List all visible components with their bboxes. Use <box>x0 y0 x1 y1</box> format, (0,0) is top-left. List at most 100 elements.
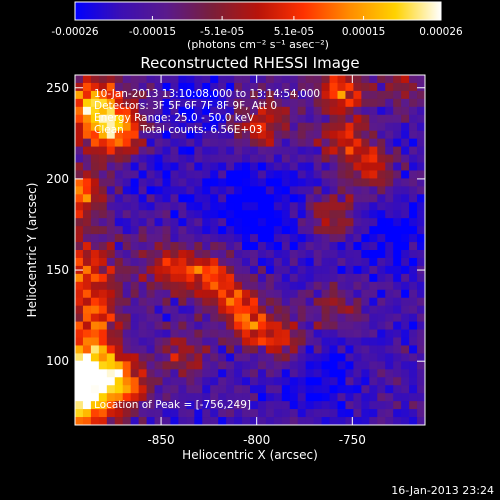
heatmap-cell <box>321 353 330 362</box>
heatmap-cell <box>146 170 155 179</box>
heatmap-cell <box>289 146 299 155</box>
heatmap-cell <box>82 417 92 425</box>
heatmap-cell <box>75 273 84 283</box>
heatmap-cell <box>138 122 147 132</box>
heatmap-cell <box>210 210 219 219</box>
heatmap-cell <box>162 146 171 155</box>
heatmap-cell <box>385 218 394 227</box>
heatmap-cell <box>122 257 132 267</box>
heatmap-cell <box>265 186 275 195</box>
heatmap-cell <box>75 321 84 330</box>
heatmap-cell <box>202 138 211 147</box>
heatmap-cell <box>234 385 243 394</box>
heatmap-cell <box>138 417 147 425</box>
heatmap-cell <box>305 337 315 346</box>
heatmap-cell <box>409 361 418 370</box>
heatmap-cell <box>305 417 315 425</box>
heatmap-cell <box>409 162 418 171</box>
heatmap-cell <box>75 178 84 187</box>
heatmap-cell <box>401 90 410 100</box>
heatmap-cell <box>202 186 211 195</box>
heatmap-cell <box>281 250 291 259</box>
heatmap-cell <box>162 257 171 267</box>
heatmap-cell <box>194 329 203 338</box>
heatmap-cell <box>257 226 267 235</box>
heatmap-cell <box>353 226 362 235</box>
heatmap-cell <box>194 337 203 346</box>
heatmap-cell <box>281 82 291 92</box>
heatmap-cell <box>154 162 163 171</box>
heatmap-cell <box>234 369 243 378</box>
heatmap-cell <box>154 337 163 346</box>
heatmap-cell <box>345 273 354 283</box>
heatmap-cell <box>82 353 92 362</box>
heatmap-cell <box>305 82 315 92</box>
heatmap-cell <box>114 297 124 307</box>
heatmap-cell <box>98 289 108 299</box>
heatmap-cell <box>257 297 267 307</box>
heatmap-cell <box>186 146 195 155</box>
heatmap-cell <box>234 289 243 299</box>
heatmap-cell <box>226 377 235 386</box>
heatmap-cell <box>242 401 251 410</box>
heatmap-cell <box>345 329 354 338</box>
heatmap-cell <box>265 98 275 108</box>
heatmap-cell <box>313 130 322 140</box>
heatmap-cell <box>361 138 370 147</box>
heatmap-cell <box>130 369 140 378</box>
heatmap-cell <box>257 146 267 155</box>
heatmap-cell <box>329 242 338 251</box>
heatmap-cell <box>202 289 211 299</box>
heatmap-cell <box>250 122 259 132</box>
heatmap-cell <box>297 393 307 402</box>
heatmap-cell <box>138 242 147 251</box>
heatmap-cell <box>321 218 330 227</box>
heatmap-cell <box>218 82 227 92</box>
heatmap-cell <box>393 353 402 362</box>
heatmap-cell <box>130 114 140 124</box>
heatmap-cell <box>138 281 147 291</box>
heatmap-cell <box>337 234 346 243</box>
heatmap-cell <box>186 417 195 425</box>
heatmap-cell <box>98 409 108 418</box>
heatmap-cell <box>106 226 116 235</box>
heatmap-cell <box>289 194 299 203</box>
heatmap-cell <box>250 90 259 100</box>
heatmap-cell <box>154 321 163 330</box>
heatmap-cell <box>130 257 140 267</box>
heatmap-cell <box>250 250 259 259</box>
heatmap-cell <box>218 186 227 195</box>
heatmap-cell <box>305 393 315 402</box>
heatmap-cell <box>377 178 386 187</box>
heatmap-cell <box>361 417 370 425</box>
heatmap-cell <box>162 321 171 330</box>
heatmap-cell <box>75 242 84 251</box>
heatmap-cell <box>106 114 116 124</box>
heatmap-cell <box>369 409 378 418</box>
heatmap-cell <box>337 194 346 203</box>
heatmap-cell <box>353 385 362 394</box>
heatmap-cell <box>289 114 299 124</box>
heatmap-cell <box>202 345 211 354</box>
heatmap-cell <box>257 114 267 124</box>
heatmap-cell <box>75 154 84 163</box>
heatmap-cell <box>313 321 322 330</box>
heatmap-cell <box>281 281 291 291</box>
heatmap-cell <box>265 242 275 251</box>
heatmap-cell <box>98 202 108 211</box>
heatmap-cell <box>353 154 362 163</box>
heatmap-cell <box>401 321 410 330</box>
heatmap-cell <box>377 75 386 84</box>
heatmap-cell <box>106 162 116 171</box>
heatmap-cell <box>265 162 275 171</box>
heatmap-cell <box>122 409 132 418</box>
heatmap-cell <box>345 345 354 354</box>
heatmap-cell <box>305 297 315 307</box>
heatmap-cell <box>234 250 243 259</box>
heatmap-cell <box>409 345 418 354</box>
heatmap-cell <box>194 154 203 163</box>
heatmap-cell <box>353 401 362 410</box>
heatmap-cell <box>281 202 291 211</box>
heatmap-cell <box>202 106 211 116</box>
heatmap-cell <box>186 82 195 92</box>
